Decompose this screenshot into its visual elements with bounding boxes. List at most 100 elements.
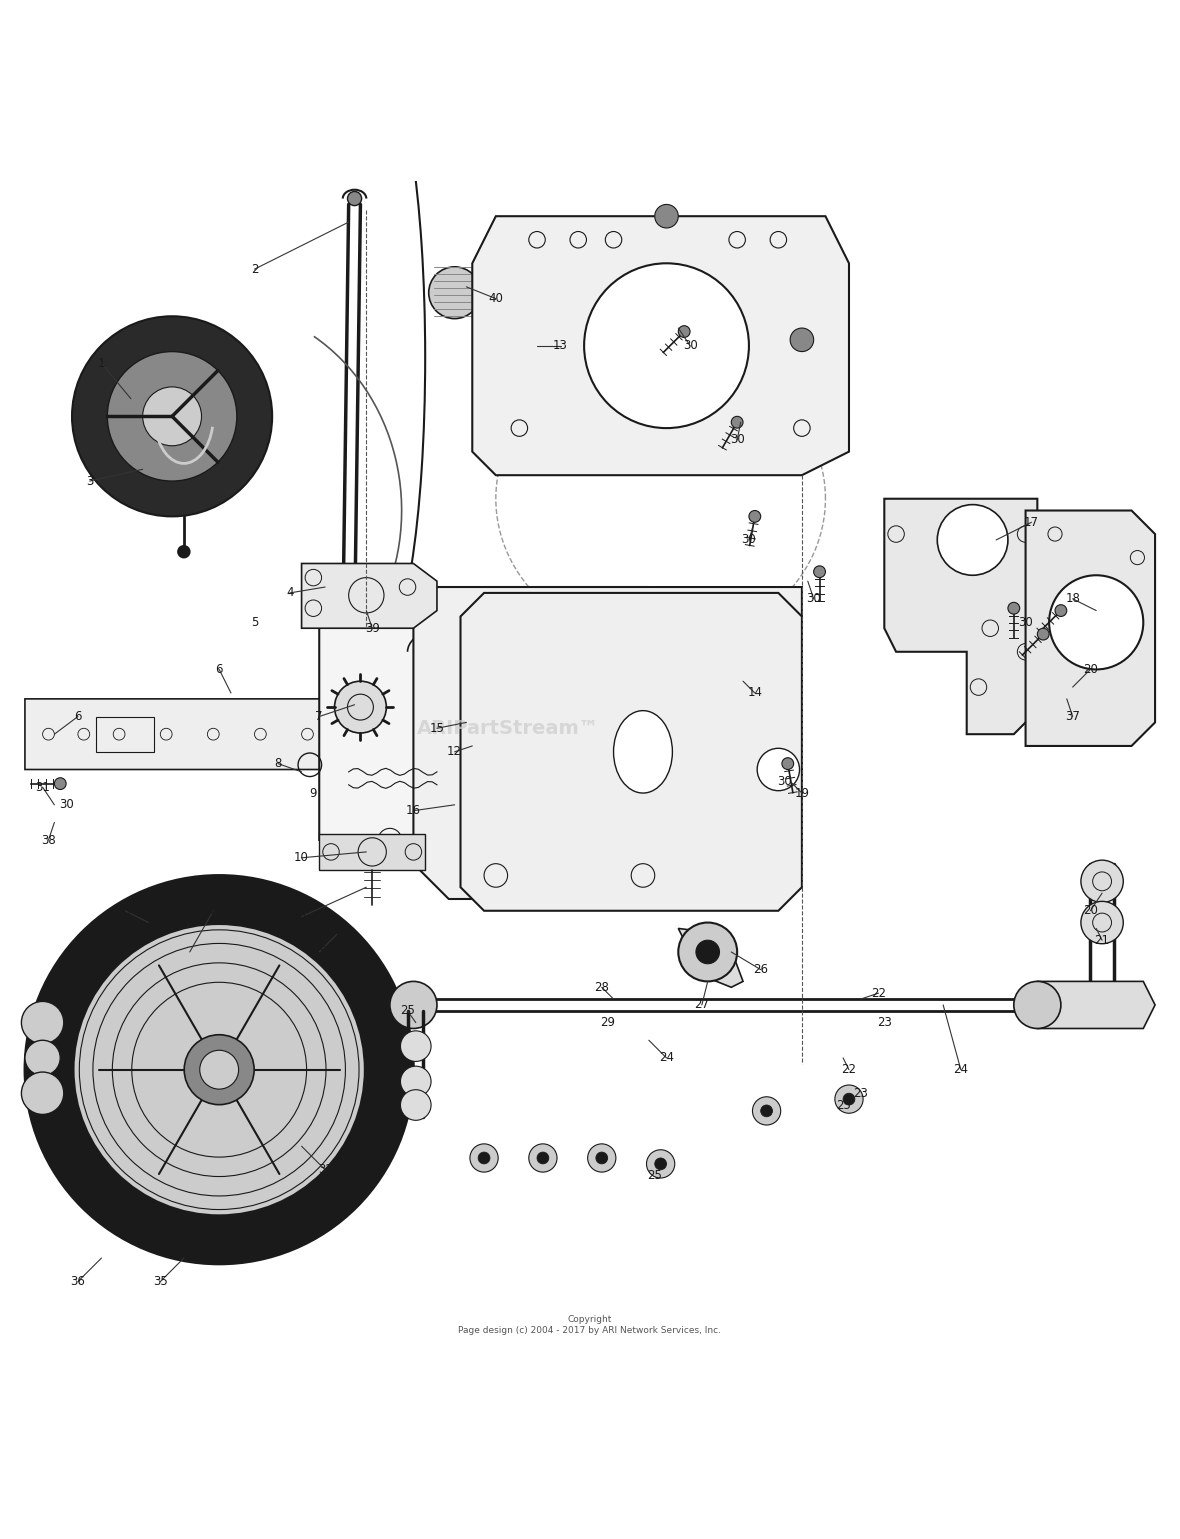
Circle shape <box>584 263 749 428</box>
Text: 24: 24 <box>953 1063 969 1076</box>
Circle shape <box>529 1143 557 1173</box>
Circle shape <box>761 1105 773 1117</box>
Circle shape <box>72 317 273 517</box>
Text: 25: 25 <box>400 1005 415 1017</box>
Polygon shape <box>413 586 802 899</box>
Circle shape <box>1055 605 1067 617</box>
Circle shape <box>732 417 743 428</box>
Text: 3: 3 <box>86 474 93 488</box>
Text: 21: 21 <box>1095 934 1109 946</box>
Text: 7: 7 <box>315 709 323 723</box>
Text: 30: 30 <box>683 339 697 352</box>
Text: 30: 30 <box>1018 616 1032 629</box>
Circle shape <box>335 682 386 733</box>
Text: 30: 30 <box>729 434 745 446</box>
Circle shape <box>400 1031 431 1062</box>
Circle shape <box>696 940 720 963</box>
Text: 19: 19 <box>794 786 809 800</box>
Text: 32: 32 <box>317 1163 333 1176</box>
Text: 35: 35 <box>153 1276 168 1288</box>
Text: 28: 28 <box>595 980 609 994</box>
Text: 1: 1 <box>98 357 105 369</box>
Circle shape <box>178 546 190 557</box>
Circle shape <box>678 922 738 982</box>
Text: 11: 11 <box>294 910 309 923</box>
Circle shape <box>749 511 761 522</box>
Circle shape <box>400 1090 431 1120</box>
Circle shape <box>937 505 1008 576</box>
Polygon shape <box>25 699 496 770</box>
Circle shape <box>537 1153 549 1163</box>
Circle shape <box>73 923 365 1216</box>
Text: 5: 5 <box>251 616 258 629</box>
Circle shape <box>25 876 413 1264</box>
Circle shape <box>428 266 480 319</box>
Text: 13: 13 <box>553 339 568 352</box>
Circle shape <box>184 1034 254 1105</box>
Circle shape <box>758 748 800 791</box>
Text: 20: 20 <box>1083 663 1097 676</box>
Polygon shape <box>320 834 425 870</box>
Text: 15: 15 <box>430 722 445 734</box>
Polygon shape <box>678 928 743 988</box>
Text: 40: 40 <box>489 292 503 305</box>
Text: 33: 33 <box>118 905 132 917</box>
Circle shape <box>1008 602 1020 614</box>
Ellipse shape <box>460 686 531 722</box>
Text: 29: 29 <box>601 1016 615 1030</box>
Text: 25: 25 <box>312 945 327 959</box>
Circle shape <box>655 205 678 228</box>
Circle shape <box>21 1073 64 1114</box>
Text: 18: 18 <box>1066 593 1080 605</box>
Text: 14: 14 <box>747 686 762 700</box>
Text: 39: 39 <box>365 622 380 634</box>
Text: 30: 30 <box>59 799 73 811</box>
Circle shape <box>470 1143 498 1173</box>
Circle shape <box>1014 982 1061 1028</box>
Circle shape <box>814 566 826 577</box>
Text: ARIPartStream™: ARIPartStream™ <box>417 719 598 737</box>
Circle shape <box>389 982 437 1028</box>
Circle shape <box>1081 902 1123 943</box>
Text: 38: 38 <box>41 834 55 846</box>
Text: 22: 22 <box>871 986 886 1000</box>
Text: 6: 6 <box>216 663 223 676</box>
Circle shape <box>1049 576 1143 669</box>
Polygon shape <box>472 215 848 476</box>
Circle shape <box>843 1093 854 1105</box>
Circle shape <box>596 1153 608 1163</box>
Text: 2: 2 <box>250 263 258 275</box>
Polygon shape <box>460 593 802 911</box>
Circle shape <box>107 351 237 482</box>
Circle shape <box>782 757 794 770</box>
Circle shape <box>1081 860 1123 902</box>
Text: 25: 25 <box>648 1170 662 1182</box>
Text: 4: 4 <box>286 586 294 599</box>
Text: 6: 6 <box>74 709 81 723</box>
Polygon shape <box>320 586 767 863</box>
Polygon shape <box>1037 982 1155 1028</box>
Text: 8: 8 <box>274 757 282 770</box>
Circle shape <box>753 1097 781 1125</box>
Circle shape <box>791 328 814 351</box>
Text: 31: 31 <box>35 780 50 794</box>
Polygon shape <box>884 499 1037 734</box>
Circle shape <box>400 1067 431 1097</box>
Text: 23: 23 <box>853 1087 868 1100</box>
Text: 26: 26 <box>753 963 768 976</box>
Circle shape <box>347 191 361 206</box>
Text: 17: 17 <box>1024 516 1038 529</box>
Text: 36: 36 <box>71 1276 85 1288</box>
Text: 31: 31 <box>205 905 221 917</box>
Text: 12: 12 <box>447 745 463 759</box>
Circle shape <box>21 1002 64 1043</box>
Text: 27: 27 <box>694 999 709 1011</box>
Text: 22: 22 <box>841 1063 857 1076</box>
Circle shape <box>25 1040 60 1076</box>
Text: 9: 9 <box>309 786 317 800</box>
Circle shape <box>588 1143 616 1173</box>
Text: 30: 30 <box>776 774 792 788</box>
Text: 25: 25 <box>835 1099 851 1111</box>
Circle shape <box>678 326 690 337</box>
Text: 30: 30 <box>741 534 756 546</box>
